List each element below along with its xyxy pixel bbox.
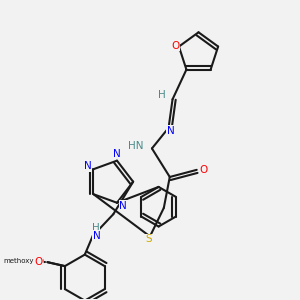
Text: O: O	[199, 165, 208, 175]
Text: N: N	[167, 126, 174, 136]
Text: H: H	[92, 223, 100, 233]
Text: N: N	[93, 231, 101, 241]
Text: H: H	[158, 89, 165, 100]
Text: N: N	[84, 161, 92, 171]
Text: methoxy: methoxy	[3, 258, 34, 264]
Text: HN: HN	[128, 142, 143, 152]
Text: O: O	[35, 257, 44, 267]
Text: O: O	[172, 41, 180, 51]
Text: N: N	[113, 149, 121, 159]
Text: O: O	[34, 257, 43, 267]
Text: methoxy: methoxy	[25, 260, 32, 261]
Text: S: S	[146, 234, 152, 244]
Text: N: N	[119, 200, 127, 211]
